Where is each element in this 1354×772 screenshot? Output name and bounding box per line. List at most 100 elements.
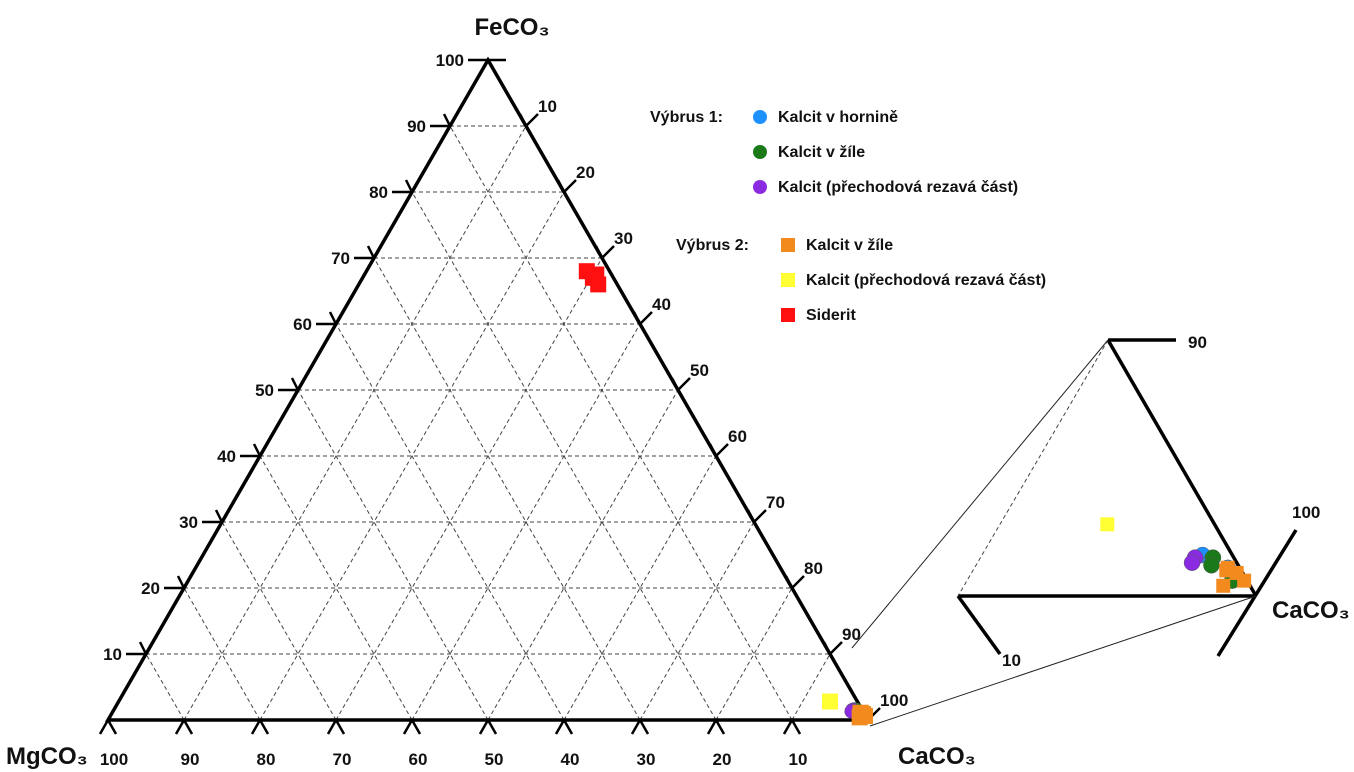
- legend-marker-5: [781, 308, 795, 322]
- inset-layer: 90 100 10 CaCO₃: [851, 333, 1350, 727]
- legend-marker-2: [753, 180, 767, 194]
- grid-line-mg-30: [373, 257, 641, 721]
- vertex-label-mgco3: MgCO₃: [6, 743, 88, 770]
- grid-line-ca-30: [335, 257, 603, 721]
- inset-series-2-point-1: [1183, 554, 1201, 571]
- tick-label-ca-30: 30: [614, 229, 633, 248]
- tick-mark-fe-arm-60: [328, 311, 338, 325]
- tick-label-ca-60: 60: [728, 427, 747, 446]
- tick-label-ca-80: 80: [804, 559, 823, 578]
- inset-tick-label-100: 100: [1292, 503, 1320, 522]
- legend-entry-1: Kalcit v žíle: [778, 144, 865, 161]
- tick-mark-ca-arm-30: [594, 245, 604, 259]
- grid-line-ca-50: [487, 389, 679, 721]
- grid-line-mg-50: [297, 389, 489, 721]
- tick-label-ca-70: 70: [766, 493, 785, 512]
- inset-tick-10: [956, 594, 1002, 656]
- tick-mark-ca-40: [639, 311, 653, 325]
- tick-mark-mg-arm-50: [486, 719, 498, 735]
- grid-line-ca-60: [563, 455, 717, 721]
- tick-mark-ca-80: [791, 575, 805, 589]
- tick-mark-mg-arm-30: [638, 719, 650, 735]
- legend-marker-4: [781, 273, 795, 287]
- grid-line-ca-10: [183, 125, 527, 721]
- inset-vertex-label-caco3: CaCO₃: [1272, 597, 1350, 624]
- tick-label-mg-70: 70: [333, 750, 352, 769]
- tick-label-fe-70: 70: [331, 249, 350, 268]
- tick-mark-mg-80: [250, 719, 262, 735]
- tick-label-fe-40: 40: [217, 447, 236, 466]
- tick-mark-fe-arm-90: [442, 113, 452, 127]
- vertex-label-feco3: FeCO₃: [474, 14, 549, 41]
- series-5-point-3: [588, 266, 605, 283]
- tick-mark-ca-arm-40: [632, 311, 642, 325]
- tick-mark-mg-60: [402, 719, 414, 735]
- legend-marker-0: [753, 110, 767, 124]
- tick-label-ca-20: 20: [576, 163, 595, 182]
- inset-tick-label-10: 10: [1002, 651, 1021, 670]
- inset-series-3-point-4: [1220, 560, 1235, 575]
- legend-marker-1: [753, 145, 767, 159]
- tick-mark-mg-arm-90: [182, 719, 194, 735]
- tick-label-mg-50: 50: [485, 750, 504, 769]
- tick-mark-ca-arm-60: [708, 443, 718, 457]
- tick-mark-mg-50: [478, 719, 490, 735]
- tick-label-mg-40: 40: [561, 750, 580, 769]
- legend-entry-4: Kalcit (přechodová rezavá část): [806, 272, 1046, 289]
- tick-label-fe-50: 50: [255, 381, 274, 400]
- tick-mark-ca-arm-70: [746, 509, 756, 523]
- tick-mark-mg-arm-40: [562, 719, 574, 735]
- inset-series-1-point-1: [1203, 557, 1220, 574]
- legend-entry-0: Kalcit v hornině: [778, 109, 898, 126]
- tick-mark-ca-90: [829, 641, 843, 655]
- inset-dashed-edge: [957, 339, 1109, 597]
- tick-mark-mg-arm-80: [258, 719, 270, 735]
- inset-right-edge: [1106, 339, 1258, 597]
- tick-label-mg-20: 20: [713, 750, 732, 769]
- tick-mark-ca-20: [563, 179, 577, 193]
- tick-mark-mg-arm-100: [106, 719, 118, 735]
- grid-line-ca-80: [715, 587, 793, 721]
- tick-mark-ca-10: [525, 113, 539, 127]
- tick-mark-mg-70: [326, 719, 338, 735]
- legend-marker-3: [781, 238, 795, 252]
- tick-mark-mg-40: [554, 719, 566, 735]
- legend-entry-2: Kalcit (přechodová rezavá část): [778, 179, 1018, 196]
- zoom-connector-bottom: [869, 595, 1257, 727]
- tick-mark-ca-70: [753, 509, 767, 523]
- tick-label-ca-90: 90: [842, 625, 861, 644]
- tick-mark-ca-60: [715, 443, 729, 457]
- tick-label-fe-20: 20: [141, 579, 160, 598]
- tick-label-mg-30: 30: [637, 750, 656, 769]
- tick-mark-ca-arm-80: [784, 575, 794, 589]
- tick-mark-mg-100: [98, 719, 110, 735]
- tick-mark-fe-arm-10: [138, 641, 148, 655]
- tick-label-ca-40: 40: [652, 295, 671, 314]
- tick-label-ca-100: 100: [880, 691, 908, 710]
- tick-mark-ca-50: [677, 377, 691, 391]
- tick-mark-ca-arm-50: [670, 377, 680, 391]
- tick-mark-mg-arm-60: [410, 719, 422, 735]
- vertex-label-caco3: CaCO₃: [898, 743, 976, 770]
- point-layer: [578, 263, 1252, 726]
- grid-layer: [145, 125, 831, 721]
- tick-label-fe-30: 30: [179, 513, 198, 532]
- tick-label-ca-50: 50: [690, 361, 709, 380]
- tick-mark-fe-arm-80: [404, 179, 414, 193]
- tick-label-fe-100: 100: [436, 51, 464, 70]
- inset-series-3-point-3: [1237, 573, 1252, 588]
- tick-label-mg-100: 100: [100, 750, 128, 769]
- tick-mark-mg-arm-20: [714, 719, 726, 735]
- tick-label-mg-10: 10: [789, 750, 808, 769]
- tick-label-mg-80: 80: [257, 750, 276, 769]
- tick-mark-mg-10: [782, 719, 794, 735]
- tick-layer: 10 10 10 20 20 20 30 30 30 40 40 40 50 50 50 60 60 60 70 70…: [6, 14, 976, 770]
- tick-mark-mg-20: [706, 719, 718, 735]
- tick-label-fe-90: 90: [407, 117, 426, 136]
- grid-line-mg-60: [259, 455, 413, 721]
- tick-mark-mg-arm-10: [790, 719, 802, 735]
- tick-mark-fe-arm-30: [214, 509, 224, 523]
- tick-mark-fe-arm-20: [176, 575, 186, 589]
- inset-tick-label-90: 90: [1188, 333, 1207, 352]
